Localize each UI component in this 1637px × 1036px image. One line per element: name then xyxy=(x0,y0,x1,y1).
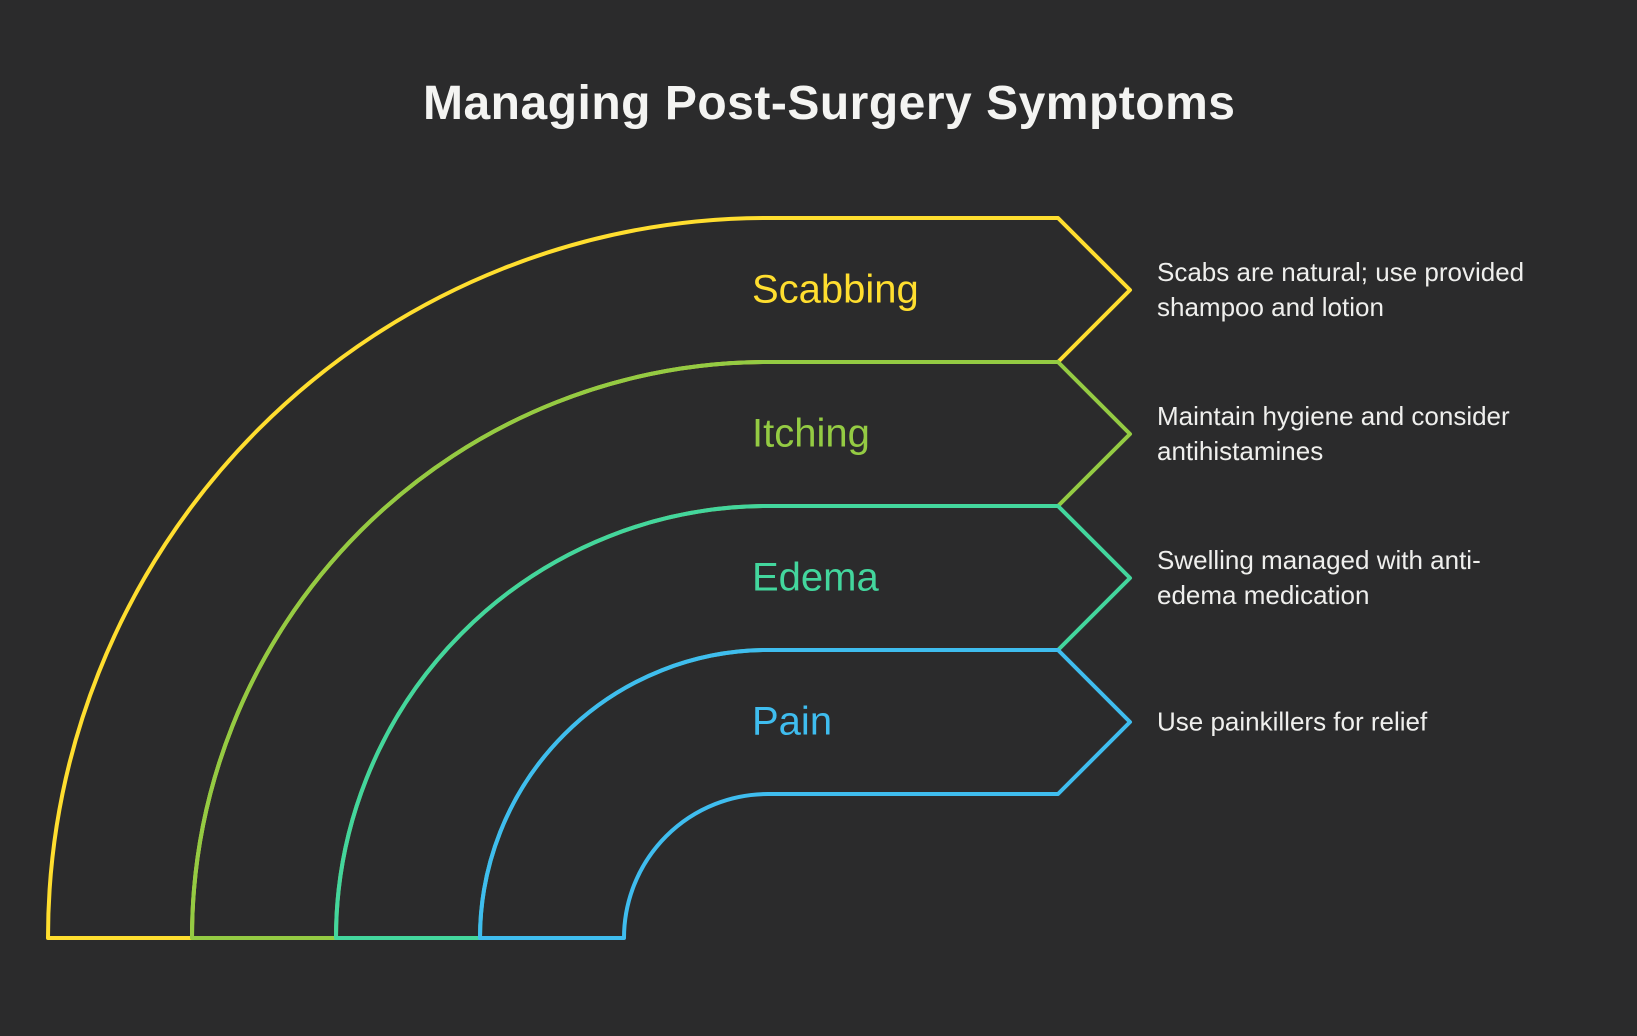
band-shape-pain xyxy=(478,648,1132,940)
band-label-edema: Edema xyxy=(752,555,879,600)
band-description-edema: Swelling managed with anti- edema medica… xyxy=(1157,545,1481,610)
band-label-itching: Itching xyxy=(752,411,870,456)
band-label-pain: Pain xyxy=(752,699,833,744)
band-description-scabbing: Scabs are natural; use provided shampoo … xyxy=(1157,257,1525,322)
page-title: Managing Post-Surgery Symptoms xyxy=(423,77,1236,130)
band-shape-edema xyxy=(334,504,1132,940)
band-description-itching: Maintain hygiene and consider antihistam… xyxy=(1157,401,1510,466)
band-shape-scabbing xyxy=(46,216,1132,940)
band-description-pain: Use painkillers for relief xyxy=(1157,706,1428,737)
band-label-scabbing: Scabbing xyxy=(752,267,919,312)
